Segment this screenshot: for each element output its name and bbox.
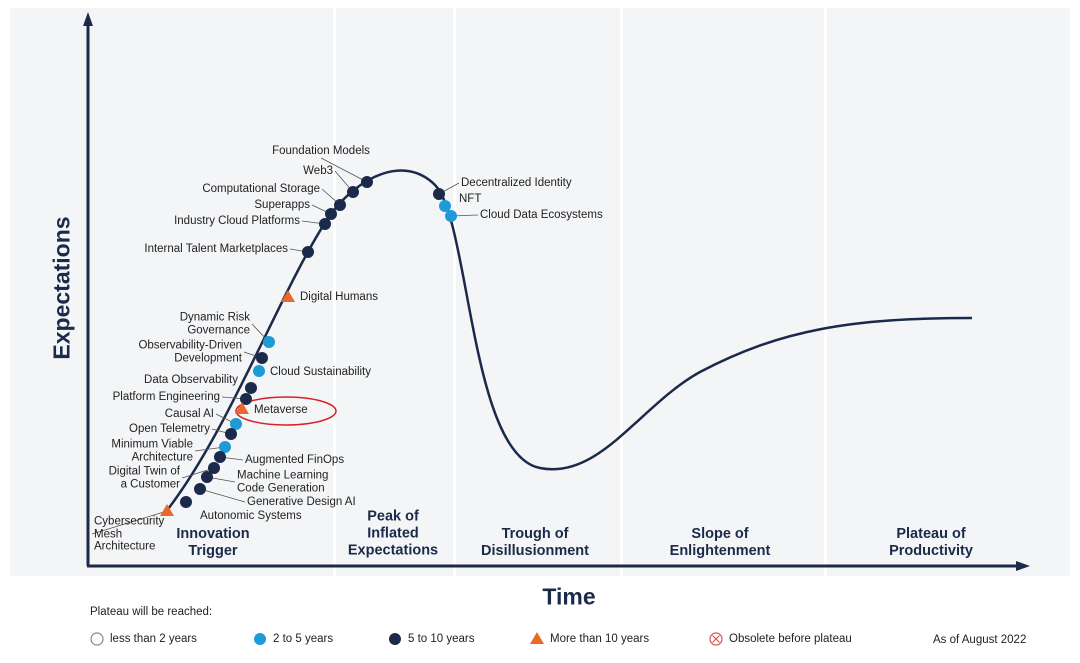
technology-label: Digital Humans [300, 290, 378, 303]
technology-marker [256, 352, 268, 364]
technology-marker [180, 496, 192, 508]
technology-label: Machine Learning Code Generation [237, 469, 329, 495]
phase-divider [620, 8, 623, 576]
leader-line [199, 488, 246, 503]
technology-label: Minimum Viable Architecture [111, 438, 193, 464]
technology-marker [245, 382, 257, 394]
phase-label: Innovation Trigger [176, 526, 250, 559]
technology-marker [201, 471, 213, 483]
legend-marker [90, 632, 104, 646]
legend-title: Plateau will be reached: [90, 606, 213, 618]
technology-label: Industry Cloud Platforms [174, 214, 300, 227]
legend-label: 5 to 10 years [408, 633, 475, 645]
legend-label: 2 to 5 years [273, 633, 334, 645]
technology-label: Data Observability [144, 373, 238, 386]
legend-marker [709, 632, 723, 646]
highlight-ellipse [235, 396, 337, 426]
technology-label: Superapps [254, 198, 310, 211]
technology-marker [347, 186, 359, 198]
technology-marker [361, 176, 373, 188]
technology-marker [194, 483, 206, 495]
legend-marker [254, 633, 266, 645]
phase-label: Slope of Enlightenment [669, 526, 771, 559]
technology-label: Cloud Data Ecosystems [480, 208, 603, 221]
phase-label: Peak of Inflated Expectations [347, 508, 439, 559]
technology-label: Dynamic Risk Governance [179, 311, 250, 337]
technology-marker [281, 290, 295, 302]
legend-marker [389, 633, 401, 645]
technology-label: Decentralized Identity [461, 176, 572, 189]
phase-label: Plateau of Productivity [889, 526, 973, 559]
technology-marker [302, 246, 314, 258]
note: As of August 2022 [933, 634, 1027, 646]
technology-marker [445, 210, 457, 222]
technology-marker [263, 336, 275, 348]
hype-curve [164, 169, 973, 514]
phase-divider [824, 8, 827, 576]
technology-marker [240, 393, 252, 405]
technology-marker [214, 451, 226, 463]
technology-marker [219, 441, 231, 453]
technology-label: Cybersecurity Mesh Architecture [94, 515, 165, 553]
technology-marker [253, 365, 265, 377]
technology-marker [235, 402, 249, 414]
legend-marker [530, 632, 544, 644]
technology-marker [230, 418, 242, 430]
technology-marker [319, 218, 331, 230]
technology-label: Platform Engineering [112, 390, 220, 403]
technology-marker [225, 428, 237, 440]
technology-label: Computational Storage [202, 182, 320, 195]
technology-label: Web3 [303, 164, 333, 177]
technology-label: Foundation Models [272, 144, 370, 157]
phase-divider [453, 8, 456, 576]
technology-label: Open Telemetry [129, 422, 210, 435]
technology-label: Causal AI [164, 407, 214, 420]
technology-label: Generative Design AI [247, 495, 356, 508]
leader-line [320, 157, 368, 183]
technology-marker [208, 462, 220, 474]
legend-label: Obsolete before plateau [729, 633, 852, 645]
technology-marker [160, 504, 174, 516]
x-axis-label: Time [542, 583, 596, 610]
y-axis-label: Expectations [48, 216, 75, 360]
y-axis-arrow [83, 12, 93, 26]
technology-marker [433, 188, 445, 200]
leader-line [91, 510, 168, 535]
technology-label: Autonomic Systems [200, 509, 302, 522]
technology-label: NFT [459, 192, 482, 205]
technology-label: Cloud Sustainability [270, 365, 372, 378]
legend-label: More than 10 years [550, 633, 650, 645]
technology-label: Observability-Driven Development [138, 339, 242, 365]
legend-marker [712, 635, 720, 643]
technology-label: Metaverse [254, 403, 308, 416]
legend-label: less than 2 years [110, 633, 197, 645]
x-axis-arrow [1016, 561, 1030, 571]
plot-background [10, 8, 1070, 576]
phase-label: Trough of Disillusionment [481, 526, 589, 559]
technology-label: Augmented FinOps [245, 453, 345, 466]
technology-marker [439, 200, 451, 212]
technology-marker [325, 208, 337, 220]
technology-label: Internal Talent Marketplaces [144, 242, 288, 255]
phase-divider [333, 8, 336, 576]
technology-label: Digital Twin of a Customer [108, 465, 180, 491]
technology-marker [334, 199, 346, 211]
